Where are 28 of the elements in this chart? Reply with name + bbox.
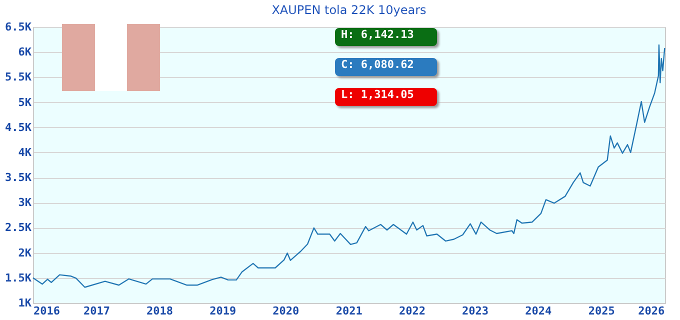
x-tick-label: 2016 <box>34 304 60 318</box>
x-tick-label: 2019 <box>210 304 236 318</box>
y-tick-label: 5.5K <box>5 70 32 84</box>
annotation: L: 1,314.05 <box>335 88 437 106</box>
y-tick-label: 2K <box>18 246 32 260</box>
y-tick-label: 1.5K <box>5 271 32 284</box>
y-tick-label: 3.5K <box>5 171 32 184</box>
y-tick-label: 4.5K <box>5 120 32 134</box>
x-tick-label: 2018 <box>146 304 174 318</box>
x-tick-label: 2021 <box>336 304 363 318</box>
y-tick-label: 1K <box>18 296 32 310</box>
y-tick-label: 4K <box>18 146 32 159</box>
line-series <box>32 44 666 288</box>
annotation: H: 6,142.13 <box>335 28 437 46</box>
y-tick-label: 5K <box>18 96 32 109</box>
x-tick-label: 2026 <box>638 304 666 318</box>
x-tick-label: 2020 <box>272 304 300 318</box>
y-tick-label: 2.5K <box>5 221 32 234</box>
x-tick-label: 2024 <box>525 304 552 318</box>
x-tick-label: 2022 <box>398 304 426 318</box>
y-tick-label: 3K <box>18 196 32 210</box>
y-tick-label: 6.5K <box>5 20 32 34</box>
y-tick-label: 6K <box>18 46 32 59</box>
x-tick-label: 2017 <box>83 304 110 318</box>
x-tick-label: 2025 <box>588 304 615 318</box>
x-tick-label: 2023 <box>462 304 489 318</box>
annotation: C: 6,080.62 <box>335 58 437 76</box>
chart-title: XAUPEN tola 22K 10years <box>272 3 426 17</box>
